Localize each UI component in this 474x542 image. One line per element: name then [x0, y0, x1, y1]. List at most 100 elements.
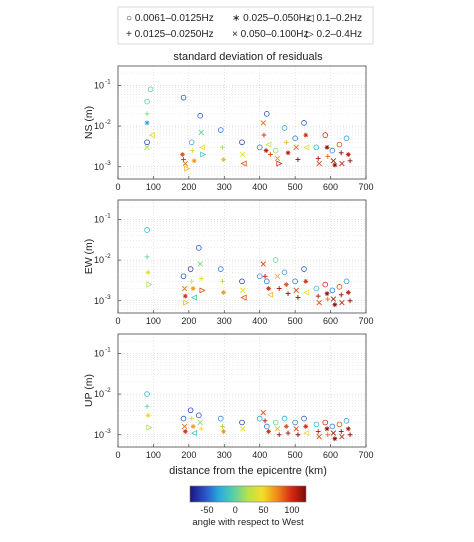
data-point	[182, 293, 188, 299]
data-point	[265, 141, 272, 148]
y-tick-exponent: -3	[105, 428, 111, 435]
data-point	[281, 269, 288, 276]
data-point	[329, 423, 336, 430]
data-point	[347, 432, 353, 438]
data-point	[217, 127, 224, 133]
y-tick-exponent: -3	[105, 294, 111, 301]
data-point	[281, 125, 288, 131]
data-point	[220, 424, 225, 429]
data-point	[292, 419, 298, 426]
colorbar-ticks: -50 0 50 100	[200, 505, 299, 515]
x-tick-label: 0	[115, 182, 120, 192]
y-tick-label: 10	[94, 214, 104, 224]
x-tick-label: 100	[146, 450, 161, 460]
x-tick-label: 700	[358, 316, 373, 326]
data-point	[144, 254, 150, 260]
data-point	[272, 257, 279, 263]
x-axis-label: distance from the epicentre (km)	[169, 465, 327, 477]
x-tick-label: 300	[217, 316, 232, 326]
data-point	[301, 415, 307, 422]
x-tick-label: 200	[181, 316, 196, 326]
y-tick-label: 10	[94, 348, 104, 358]
data-point	[182, 429, 188, 434]
data-point	[322, 132, 329, 138]
data-point	[325, 296, 331, 302]
data-point	[145, 269, 151, 275]
x-tick-label: 300	[217, 182, 232, 192]
data-point	[292, 278, 298, 285]
data-point	[262, 273, 268, 279]
data-point	[336, 284, 343, 290]
y-tick-label: 10	[94, 430, 104, 440]
data-point	[347, 298, 353, 304]
data-point	[263, 148, 269, 153]
data-point	[267, 291, 274, 298]
data-point	[266, 286, 271, 291]
data-point	[303, 278, 309, 284]
data-point	[276, 432, 282, 438]
data-point	[324, 291, 330, 296]
x-tick-label: 500	[288, 316, 303, 326]
data-point	[198, 129, 204, 136]
data-point	[144, 139, 150, 146]
data-point	[324, 426, 330, 432]
data-point	[199, 287, 206, 294]
data-point	[195, 245, 202, 251]
data-point	[239, 419, 245, 426]
x-tick-label: 700	[358, 182, 373, 192]
y-tick-exponent: -2	[105, 253, 111, 260]
colorbar-tick-label: -50	[200, 505, 213, 515]
data-point	[285, 150, 291, 156]
y-axis-label: UP (m)	[83, 374, 95, 407]
colorbar-tick-label: 50	[259, 505, 269, 515]
data-point	[303, 289, 310, 296]
data-point	[301, 266, 307, 272]
data-point	[221, 290, 226, 295]
data-point	[260, 120, 266, 126]
y-tick-label: 10	[94, 389, 104, 399]
y-tick-exponent: -2	[105, 387, 111, 394]
x-tick-label: 300	[217, 450, 232, 460]
data-point	[313, 285, 320, 292]
data-point	[239, 278, 245, 285]
x-tick-label: 0	[115, 316, 120, 326]
data-point	[144, 120, 150, 126]
data-point	[281, 415, 288, 422]
data-point	[197, 419, 203, 426]
plot-area	[118, 66, 366, 179]
data-point	[332, 302, 338, 308]
data-point	[182, 160, 189, 167]
data-point	[293, 426, 299, 432]
x-tick-label: 400	[252, 450, 267, 460]
data-point	[266, 429, 271, 434]
data-point	[239, 426, 246, 432]
x-tick-label: 0	[115, 450, 120, 460]
y-axis-label: NS (m)	[83, 106, 95, 139]
data-point	[293, 287, 299, 294]
data-point	[343, 418, 350, 424]
y-tick-label: 10	[94, 80, 104, 90]
data-point	[315, 156, 321, 161]
data-point	[190, 430, 197, 437]
data-point	[240, 160, 247, 167]
data-point	[183, 299, 190, 306]
data-point	[332, 162, 338, 168]
x-tick-label: 600	[323, 316, 338, 326]
data-point	[316, 433, 322, 440]
data-point	[303, 430, 310, 437]
y-axis-label: EW (m)	[83, 239, 95, 275]
data-point	[283, 139, 289, 145]
data-point	[180, 94, 187, 101]
data-point	[339, 160, 345, 167]
legend-entry-3: ◁ 0.1–0.2Hz	[306, 13, 362, 24]
data-point	[274, 426, 281, 432]
data-point	[276, 160, 283, 167]
plot-frame	[117, 333, 367, 448]
data-point	[295, 432, 301, 438]
data-point	[283, 282, 289, 287]
data-point	[144, 144, 150, 151]
data-point	[316, 160, 322, 167]
